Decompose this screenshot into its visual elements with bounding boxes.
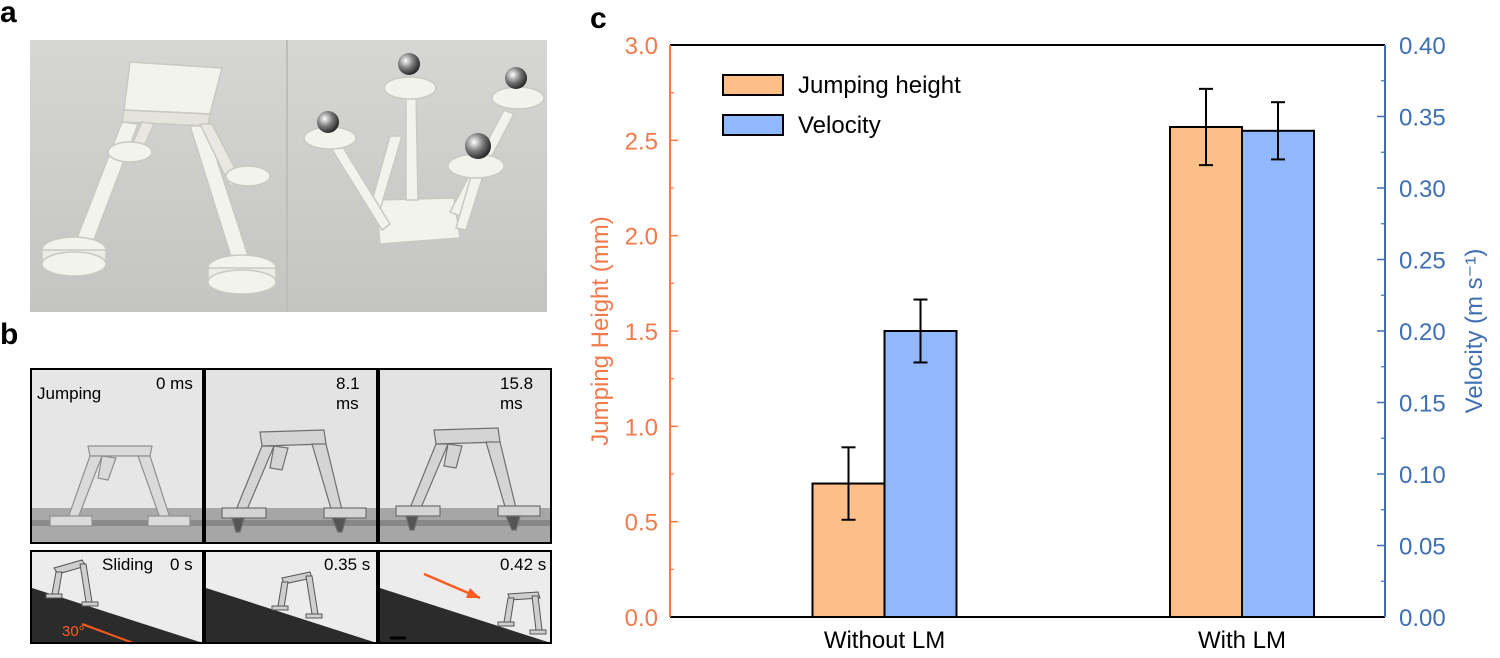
- panel-label-b: b: [0, 318, 19, 351]
- panel-label-a: a: [0, 0, 17, 29]
- sliding-label: Sliding: [102, 555, 154, 574]
- legend-swatch: [722, 114, 784, 136]
- legend-label: Jumping height: [798, 72, 961, 99]
- slide-frame-2: 0.35 s: [204, 550, 378, 644]
- robot-photo: [30, 40, 547, 312]
- slide-angle-label: 30°: [62, 623, 85, 640]
- slide-frame-1: Sliding 0 s 30°: [30, 550, 204, 644]
- left-tick-label: 0.5: [625, 510, 658, 537]
- jumping-label: Jumping: [37, 384, 102, 403]
- left-tick-label: 2.5: [625, 128, 658, 155]
- right-tick-label: 0.05: [1399, 534, 1446, 561]
- right-tick-label: 0.25: [1399, 248, 1446, 275]
- right-tick-label: 0.30: [1399, 176, 1446, 203]
- bar-velocity: [1241, 129, 1315, 619]
- robot-inverted: [303, 53, 545, 245]
- y-axis-title: Jumping Height (mm): [590, 216, 614, 445]
- right-tick-label: 0.15: [1399, 391, 1446, 418]
- right-tick-label: 0.00: [1399, 605, 1446, 632]
- jump-time-3: 15.8 ms: [500, 374, 534, 413]
- left-tick-label: 3.0: [625, 33, 658, 60]
- right-tick-label: 0.20: [1399, 319, 1446, 346]
- slide-frame-3: 0.42 s: [378, 550, 552, 644]
- bar-jumping-height: [1169, 125, 1243, 618]
- bar-velocity: [883, 330, 958, 618]
- left-tick-label: 2.0: [625, 224, 658, 251]
- category-label: Without LM: [824, 627, 945, 654]
- robot-standing: [41, 61, 277, 295]
- left-tick-label: 0.0: [625, 605, 658, 632]
- right-tick-label: 0.10: [1399, 462, 1446, 489]
- bar-chart: 0.0 0.5 1.0 1.5 2.0 2.5 3.0 0.00 0.05 0.10 0.15 0.2…: [590, 33, 1488, 654]
- legend-label: Velocity: [798, 112, 881, 139]
- jump-time-1: 0 ms: [156, 374, 193, 393]
- left-tick-label: 1.0: [625, 414, 658, 441]
- right-tick-label: 0.40: [1399, 33, 1446, 60]
- jump-frame-3: 15.8 ms: [378, 368, 552, 544]
- legend-swatch: [722, 74, 784, 96]
- jump-frame-2: 8.1 ms: [204, 368, 378, 544]
- slide-time-2: 0.35 s: [324, 555, 371, 574]
- category-label: With LM: [1198, 627, 1286, 654]
- slide-time-3: 0.42 s: [500, 555, 547, 574]
- left-tick-label: 1.5: [625, 319, 658, 346]
- panel-label-c: c: [590, 2, 607, 35]
- jump-time-2: 8.1 ms: [336, 374, 360, 413]
- right-tick-label: 0.35: [1399, 105, 1446, 132]
- jump-frame-1: Jumping 0 ms: [30, 368, 204, 544]
- slide-time-1: 0 s: [170, 555, 193, 574]
- y2-axis-title: Velocity (m s⁻¹): [1461, 249, 1488, 414]
